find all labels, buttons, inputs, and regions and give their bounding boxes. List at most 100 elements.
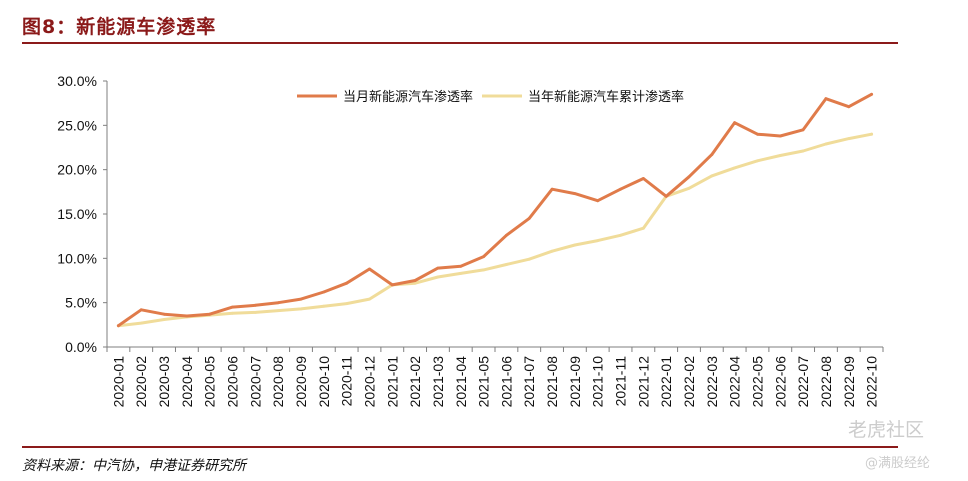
series-1-point bbox=[733, 166, 736, 170]
chart-legend: 当月新能源汽车渗透率 当年新能源汽车累计渗透率 bbox=[297, 89, 684, 105]
series-lines bbox=[116, 92, 874, 328]
series-1-point bbox=[368, 297, 371, 301]
series-0-point bbox=[390, 283, 394, 287]
y-tick-label: 10.0% bbox=[57, 250, 97, 266]
x-tick-label: 2021-04 bbox=[453, 356, 469, 408]
series-0-point bbox=[756, 132, 759, 136]
series-1-point bbox=[254, 311, 257, 314]
series-0-point bbox=[117, 324, 120, 328]
x-tick-label: 2020-02 bbox=[133, 356, 149, 408]
legend-label-0: 当月新能源汽车渗透率 bbox=[343, 89, 473, 105]
title-divider bbox=[22, 42, 898, 44]
series-0-point bbox=[778, 134, 782, 138]
y-tick-labels: 0.0% 5.0% 10.0% 15.0% 20.0% 25.0% 30.0% bbox=[57, 73, 107, 355]
series-0-point bbox=[664, 194, 668, 198]
series-0-point bbox=[276, 301, 280, 305]
series-1-point bbox=[710, 174, 714, 178]
x-tick-labels: 2020-01 2020-02 2020-03 2020-04 2020-05 2020-… bbox=[106, 347, 884, 408]
series-0-point bbox=[710, 153, 714, 157]
series-1-point bbox=[573, 243, 577, 247]
series-0-point bbox=[322, 290, 326, 294]
series-0-point bbox=[733, 121, 736, 125]
y-tick-label: 5.0% bbox=[65, 295, 97, 311]
x-tick-label: 2021-12 bbox=[635, 356, 651, 408]
chart-axes bbox=[106, 81, 883, 348]
x-tick-label: 2020-07 bbox=[247, 356, 263, 408]
series-0-point bbox=[870, 92, 873, 96]
series-0-point bbox=[527, 217, 531, 220]
x-tick-label: 2020-10 bbox=[316, 356, 332, 408]
series-0-point bbox=[619, 187, 622, 191]
x-tick-label: 2022-01 bbox=[658, 356, 674, 408]
x-tick-label: 2021-01 bbox=[384, 356, 400, 408]
series-1-point bbox=[596, 239, 600, 243]
series-1-point bbox=[505, 263, 508, 266]
series-0-point bbox=[185, 314, 189, 318]
watermark-handle: @满股经纶 bbox=[865, 456, 931, 471]
y-tick-label: 0.0% bbox=[65, 339, 97, 355]
y-tick-label: 30.0% bbox=[57, 73, 97, 89]
series-1-point bbox=[322, 304, 326, 308]
series-1-point bbox=[824, 142, 828, 146]
series-0-point bbox=[573, 192, 577, 196]
x-tick-label: 2022-03 bbox=[704, 356, 720, 408]
x-tick-label: 2021-08 bbox=[544, 356, 560, 408]
x-tick-label: 2021-03 bbox=[430, 356, 446, 408]
series-0-point bbox=[162, 312, 166, 316]
series-0-point bbox=[254, 303, 257, 307]
x-tick-label: 2020-12 bbox=[361, 356, 377, 408]
series-0-point bbox=[208, 312, 212, 316]
series-line-1 bbox=[116, 132, 874, 328]
series-1-point bbox=[619, 233, 622, 237]
x-tick-label: 2020-01 bbox=[110, 356, 126, 408]
source-note: 资料来源：中汽协，申港证券研究所 bbox=[22, 458, 246, 474]
series-1-point bbox=[162, 318, 166, 321]
x-tick-label: 2022-07 bbox=[795, 356, 811, 408]
series-0-point bbox=[413, 279, 417, 282]
series-0-point bbox=[299, 297, 303, 301]
x-tick-label: 2021-11 bbox=[613, 356, 629, 407]
series-0-point bbox=[824, 97, 828, 101]
series-0-point bbox=[345, 281, 348, 285]
figure-title: 图8：新能源车渗透率 bbox=[22, 16, 217, 38]
series-0-point bbox=[459, 264, 463, 268]
y-tick-label: 25.0% bbox=[57, 117, 97, 133]
series-0-point bbox=[550, 187, 554, 191]
x-tick-label: 2020-06 bbox=[225, 356, 241, 408]
x-tick-label: 2022-02 bbox=[681, 356, 697, 408]
series-1-point bbox=[345, 302, 348, 305]
series-0-point bbox=[642, 177, 645, 180]
x-tick-label: 2022-04 bbox=[727, 356, 743, 408]
x-tick-label: 2021-05 bbox=[476, 356, 492, 408]
series-0-point bbox=[687, 175, 691, 179]
x-tick-label: 2022-10 bbox=[864, 356, 880, 408]
x-tick-label: 2022-06 bbox=[772, 356, 788, 408]
x-tick-label: 2022-09 bbox=[841, 356, 857, 408]
x-tick-label: 2021-06 bbox=[498, 356, 514, 408]
series-0-point bbox=[847, 105, 851, 109]
x-tick-label: 2022-08 bbox=[818, 356, 834, 408]
x-tick-label: 2020-08 bbox=[270, 356, 286, 408]
series-1-point bbox=[139, 321, 143, 325]
series-1-point bbox=[276, 309, 280, 312]
series-1-point bbox=[482, 268, 485, 272]
penetration-line-chart: 0.0% 5.0% 10.0% 15.0% 20.0% 25.0% 30.0% 2020-0… bbox=[57, 73, 884, 408]
x-tick-label: 2020-05 bbox=[202, 356, 218, 408]
series-0-point bbox=[139, 308, 143, 312]
series-1-point bbox=[299, 307, 303, 311]
watermark-logo-text: 老虎社区 bbox=[848, 419, 925, 441]
x-tick-label: 2020-04 bbox=[179, 356, 195, 408]
x-tick-label: 2021-07 bbox=[521, 356, 537, 408]
series-1-point bbox=[756, 159, 759, 163]
series-1-point bbox=[801, 149, 805, 153]
series-0-point bbox=[505, 233, 508, 237]
source-divider bbox=[22, 446, 898, 448]
legend-label-1: 当年新能源汽车累计渗透率 bbox=[528, 89, 684, 105]
y-tick-label: 15.0% bbox=[57, 206, 97, 222]
x-tick-label: 2021-09 bbox=[567, 356, 583, 408]
series-1-point bbox=[550, 249, 554, 253]
series-1-point bbox=[231, 311, 234, 315]
series-1-point bbox=[870, 132, 873, 136]
series-0-point bbox=[436, 266, 440, 270]
series-0-point bbox=[368, 267, 371, 271]
